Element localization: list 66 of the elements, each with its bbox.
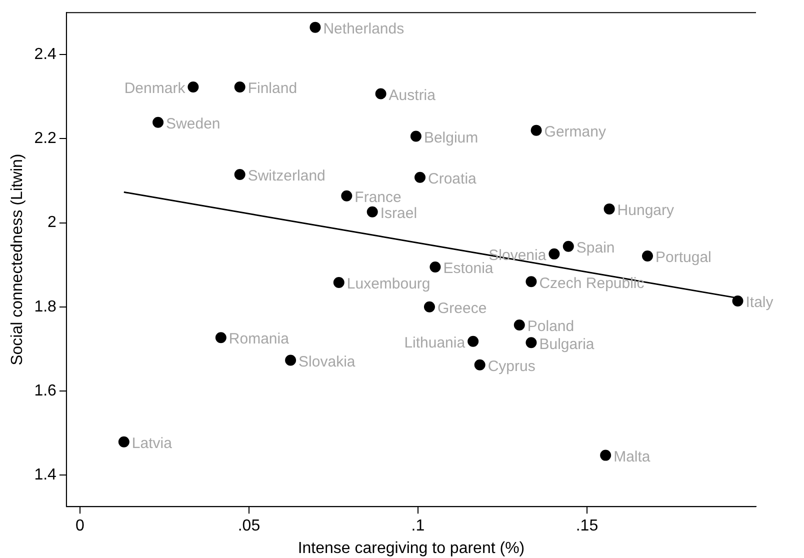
annotation: Latvia bbox=[132, 434, 173, 452]
point bbox=[642, 250, 653, 262]
point bbox=[375, 88, 386, 100]
y-tick-label: 1.4 bbox=[34, 466, 57, 484]
point bbox=[366, 206, 378, 218]
x-tick-label: .1 bbox=[411, 518, 425, 535]
annotation: Sweden bbox=[166, 115, 220, 132]
annotation: Italy bbox=[746, 294, 774, 312]
point bbox=[430, 261, 441, 272]
annotation: Austria bbox=[388, 86, 436, 104]
point bbox=[215, 332, 226, 344]
annotation: Spain bbox=[576, 239, 615, 256]
x-tick-label: .05 bbox=[238, 518, 260, 535]
point bbox=[410, 130, 422, 142]
point bbox=[414, 172, 426, 183]
annotation: Croatia bbox=[428, 170, 478, 188]
point bbox=[424, 301, 435, 312]
point bbox=[152, 116, 164, 128]
annotation: Luxembourg bbox=[346, 276, 430, 293]
point bbox=[285, 354, 296, 366]
point bbox=[118, 436, 130, 448]
y-tick-label: 1.6 bbox=[34, 382, 57, 400]
y-tick-label: 1.8 bbox=[34, 298, 57, 316]
point bbox=[526, 337, 537, 348]
point bbox=[333, 277, 344, 288]
annotation: Israel bbox=[380, 205, 418, 222]
annotation: Denmark bbox=[124, 80, 186, 98]
annotation: Bulgaria bbox=[539, 336, 595, 353]
point bbox=[548, 248, 560, 260]
annotation: Hungary bbox=[617, 202, 674, 220]
annotation: Greece bbox=[437, 300, 487, 318]
y-tick-label: 2.2 bbox=[34, 130, 57, 148]
point bbox=[234, 168, 246, 180]
point bbox=[234, 82, 246, 93]
annotation: France bbox=[354, 189, 402, 206]
point bbox=[514, 319, 525, 330]
annotation: Germany bbox=[544, 123, 606, 140]
annotation: Malta bbox=[614, 448, 651, 466]
annotation: Slovakia bbox=[298, 353, 356, 370]
point bbox=[600, 450, 612, 461]
x-tick-label: 0 bbox=[76, 518, 85, 535]
annotation: Portugal bbox=[655, 249, 712, 266]
point bbox=[530, 124, 542, 136]
annotation: Cyprus bbox=[488, 358, 536, 376]
point bbox=[310, 22, 321, 33]
point bbox=[468, 336, 479, 347]
point bbox=[604, 203, 615, 214]
annotation: Netherlands bbox=[323, 20, 404, 38]
annotation: Belgium bbox=[424, 129, 478, 146]
point bbox=[188, 82, 199, 93]
x-tick-label: .15 bbox=[576, 518, 598, 535]
y-tick-label: 2.4 bbox=[34, 46, 57, 64]
annotation: Czech Republic bbox=[539, 274, 645, 292]
annotation: Romania bbox=[228, 330, 290, 348]
point bbox=[562, 240, 574, 252]
point bbox=[474, 359, 486, 370]
annotation: Finland bbox=[248, 80, 298, 98]
point bbox=[732, 296, 744, 307]
annotation: Lithuania bbox=[404, 334, 466, 352]
annotation: Poland bbox=[527, 318, 574, 336]
y-axis-title: Social connectedness (Litwin) bbox=[9, 154, 26, 366]
y-tick-label: 2 bbox=[48, 214, 57, 232]
x-axis-title: Intense caregiving to parent (%) bbox=[298, 540, 525, 557]
point bbox=[341, 190, 352, 202]
annotation: Switzerland bbox=[248, 168, 326, 185]
point bbox=[526, 276, 537, 288]
